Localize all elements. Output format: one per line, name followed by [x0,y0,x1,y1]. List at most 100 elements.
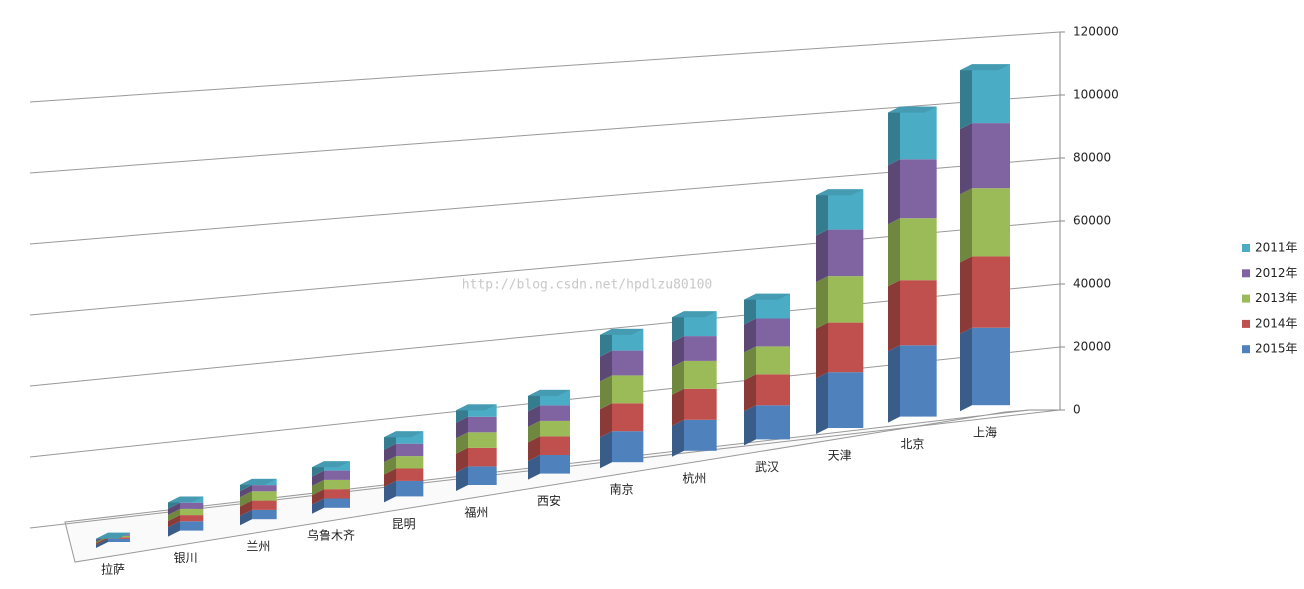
bar-side [456,447,468,473]
bar-top [168,496,204,503]
bar-side [888,280,900,352]
bar [900,106,937,160]
bar [180,502,204,509]
bar [252,485,277,492]
bar [756,374,790,406]
bar-top [888,106,937,113]
x-tick-label: 南京 [610,482,634,497]
bar-top [744,293,790,300]
bar-side [312,479,324,496]
bar [972,64,1010,124]
bar-side [816,372,828,434]
bar-top [384,431,424,438]
bar-side [960,64,972,130]
bar-side [744,405,756,446]
bar [540,455,570,474]
bar-side [888,106,900,166]
bar-side [240,491,252,507]
bar-side [960,123,972,195]
bar [468,447,497,467]
watermark: http://blog.csdn.net/hpdlzu80100 [462,278,712,293]
x-tick-label: 武汉 [755,460,779,474]
legend-swatch [1242,294,1250,303]
x-tick-label: 拉萨 [101,562,125,577]
bar-side [816,189,828,236]
x-tick-label: 兰州 [246,540,270,554]
y-tick-label: 20000 [1073,340,1111,354]
bar [324,498,350,508]
bar-side [600,403,612,438]
bar-side [96,537,108,545]
legend-swatch [1242,319,1250,328]
bar-side [168,502,180,515]
bar-side [600,375,612,410]
x-tick-label: 西安 [537,493,561,508]
bar [900,345,937,417]
bar [900,218,937,281]
bar [396,468,424,481]
bar-top [960,64,1010,71]
bar [180,521,204,531]
bar [324,470,350,480]
bar [900,280,937,346]
bar-side [528,405,540,427]
legend-swatch [1242,244,1250,252]
bar-side [240,509,252,526]
bar [396,480,424,497]
bar-side [672,360,684,395]
bar-side [672,311,684,343]
bar-side [240,485,252,498]
bar-side [888,218,900,287]
bar [612,350,644,376]
bar [972,327,1010,406]
bar [252,509,277,520]
bar [468,466,497,485]
bar [972,256,1010,328]
bar-side [672,336,684,367]
bar-side [96,538,108,548]
bar [684,388,717,420]
bar-top [312,461,350,468]
bar-side [672,419,684,457]
bar [828,322,864,373]
bar [900,159,937,219]
legend-label: 2012年 [1255,266,1298,280]
bar-side [672,388,684,426]
bar-top [456,404,497,411]
bar [540,405,570,421]
bar [180,508,204,516]
bar-side [744,374,756,412]
bar-side [816,322,828,379]
bar [468,416,497,433]
bar [684,360,717,389]
bar [612,375,644,404]
bar-side [888,159,900,225]
bar-side [600,350,612,382]
bar [396,456,424,469]
bar [684,336,717,361]
bar-side [312,498,324,514]
bar-side [888,345,900,423]
bar-top [816,189,864,196]
y-tick-label: 40000 [1073,277,1111,291]
bar [540,436,570,455]
bar-top [240,478,277,485]
x-tick-label: 福州 [464,505,488,520]
bar [252,500,277,510]
grid-line [29,31,1061,103]
bar-side [240,500,252,516]
bar-top [600,328,644,335]
bar-top [672,311,717,318]
bar [396,443,424,457]
y-tick-label: 80000 [1073,151,1111,165]
legend-label: 2015年 [1255,342,1298,356]
legend-swatch [1242,345,1250,354]
bar-side [600,328,612,357]
bar-side [384,443,396,463]
bar-side [384,468,396,487]
bar-side [312,470,324,486]
bar-side [960,327,972,412]
bar [324,489,350,499]
bar-side [600,431,612,469]
